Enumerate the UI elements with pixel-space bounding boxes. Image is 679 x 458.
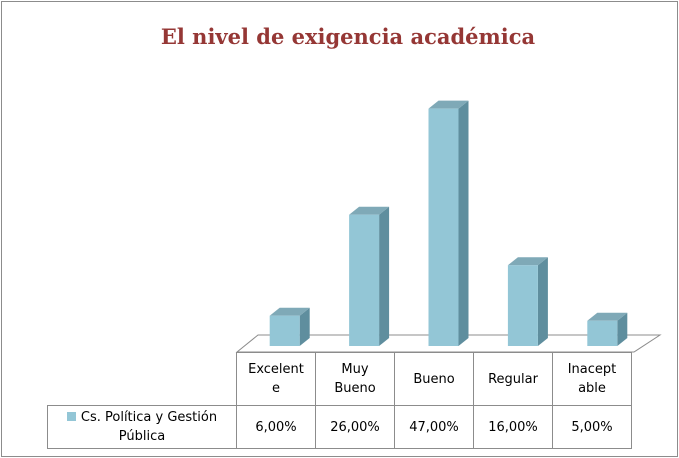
- data-table: Excelente Muy Bueno Bueno Regular Inaceptabl…: [47, 352, 632, 449]
- bar: [349, 214, 380, 346]
- category-label: Excelente: [248, 362, 304, 396]
- value-cell: 5,00%: [552, 405, 632, 449]
- category-label: Bueno: [413, 371, 455, 387]
- chart-title: El nivel de exigencia académica: [161, 24, 536, 49]
- bar-top: [428, 100, 469, 109]
- value-cell: 16,00%: [473, 405, 553, 449]
- bar: [587, 320, 618, 346]
- category-cell: Excelente: [236, 352, 316, 406]
- category-label: Inaceptable: [567, 362, 617, 396]
- category-cell: Muy Bueno: [315, 352, 395, 406]
- bar: [269, 315, 300, 346]
- category-cell: Inaceptable: [552, 352, 632, 406]
- value-cell: 47,00%: [394, 405, 474, 449]
- bar-side: [299, 307, 310, 346]
- bar-top: [587, 312, 628, 321]
- category-label: Regular: [488, 371, 538, 387]
- bar-side: [537, 257, 548, 346]
- legend-key: [66, 412, 76, 421]
- bar-top: [349, 206, 390, 215]
- bar-top: [269, 307, 310, 316]
- category-cell: Bueno: [394, 352, 474, 406]
- bar-side: [379, 206, 390, 346]
- bar-side: [458, 100, 469, 347]
- value-cell: 6,00%: [236, 405, 316, 449]
- legend-label: Cs. Política y Gestión Pública: [80, 410, 218, 444]
- category-cell: Regular: [473, 352, 553, 406]
- bar-top: [507, 257, 548, 266]
- bar: [428, 108, 459, 347]
- category-label: Muy Bueno: [334, 362, 376, 396]
- value-cell: 26,00%: [315, 405, 395, 449]
- legend-entry: Cs. Política y Gestión Pública: [47, 405, 237, 449]
- bar: [507, 265, 538, 346]
- bar-side: [617, 312, 628, 346]
